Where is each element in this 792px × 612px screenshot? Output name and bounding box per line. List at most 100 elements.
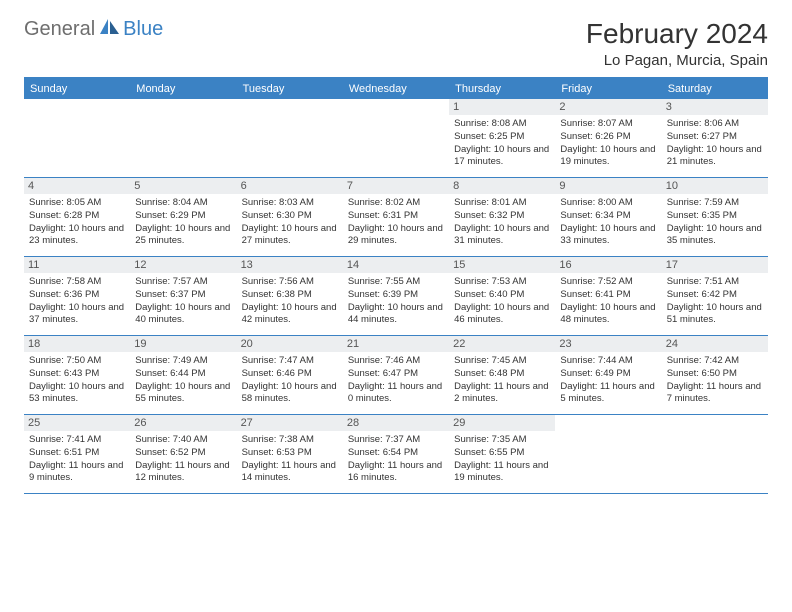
day-cell: 9Sunrise: 8:00 AMSunset: 6:34 PMDaylight… <box>555 178 661 256</box>
day-info: Sunrise: 7:57 AMSunset: 6:37 PMDaylight:… <box>135 276 231 327</box>
week-row: 11Sunrise: 7:58 AMSunset: 6:36 PMDayligh… <box>24 257 768 336</box>
day-info: Sunrise: 8:01 AMSunset: 6:32 PMDaylight:… <box>454 197 550 248</box>
day-cell: 16 Sunrise: 7:52 AMSunset: 6:41 PMDayligh… <box>555 257 661 335</box>
day-header: Monday <box>130 79 236 99</box>
day-info: Sunrise: 7:53 AMSunset: 6:40 PMDaylight:… <box>454 276 550 327</box>
day-info: Sunrise: 8:08 AMSunset: 6:25 PMDaylight:… <box>454 118 550 169</box>
day-info: Sunrise: 7:41 AMSunset: 6:51 PMDaylight:… <box>29 434 125 485</box>
day-info: Sunrise: 7:56 AMSunset: 6:38 PMDaylight:… <box>242 276 338 327</box>
day-number: 2 <box>555 99 661 115</box>
day-info: Sunrise: 7:51 AMSunset: 6:42 PMDaylight:… <box>667 276 763 327</box>
calendar: SundayMondayTuesdayWednesdayThursdayFrid… <box>24 77 768 494</box>
day-number: 20 <box>237 336 343 352</box>
day-header: Friday <box>555 79 661 99</box>
day-header: Saturday <box>662 79 768 99</box>
day-header-row: SundayMondayTuesdayWednesdayThursdayFrid… <box>24 79 768 99</box>
day-header: Wednesday <box>343 79 449 99</box>
day-info: Sunrise: 8:00 AMSunset: 6:34 PMDaylight:… <box>560 197 656 248</box>
empty-cell <box>555 415 661 493</box>
day-number: 16 <box>555 257 661 273</box>
day-number: 3 <box>662 99 768 115</box>
title-block: February 2024 Lo Pagan, Murcia, Spain <box>586 18 768 69</box>
day-cell: 10 Sunrise: 7:59 AMSunset: 6:35 PMDayligh… <box>662 178 768 256</box>
day-header: Sunday <box>24 79 130 99</box>
day-cell: 14 Sunrise: 7:55 AMSunset: 6:39 PMDayligh… <box>343 257 449 335</box>
empty-cell <box>24 99 130 177</box>
day-number: 26 <box>130 415 236 431</box>
day-info: Sunrise: 7:58 AMSunset: 6:36 PMDaylight:… <box>29 276 125 327</box>
month-title: February 2024 <box>586 18 768 50</box>
day-info: Sunrise: 7:55 AMSunset: 6:39 PMDaylight:… <box>348 276 444 327</box>
day-number: 1 <box>449 99 555 115</box>
logo-text-general: General <box>24 18 95 41</box>
day-info: Sunrise: 7:37 AMSunset: 6:54 PMDaylight:… <box>348 434 444 485</box>
day-number: 15 <box>449 257 555 273</box>
location: Lo Pagan, Murcia, Spain <box>586 52 768 69</box>
day-cell: 25 Sunrise: 7:41 AMSunset: 6:51 PMDayligh… <box>24 415 130 493</box>
day-number: 21 <box>343 336 449 352</box>
day-cell: 17Sunrise: 7:51 AMSunset: 6:42 PMDayligh… <box>662 257 768 335</box>
day-number: 27 <box>237 415 343 431</box>
day-cell: 6Sunrise: 8:03 AMSunset: 6:30 PMDaylight… <box>237 178 343 256</box>
day-cell: 2 Sunrise: 8:07 AMSunset: 6:26 PMDaylight… <box>555 99 661 177</box>
day-number: 22 <box>449 336 555 352</box>
day-number: 23 <box>555 336 661 352</box>
day-info: Sunrise: 8:02 AMSunset: 6:31 PMDaylight:… <box>348 197 444 248</box>
day-number: 7 <box>343 178 449 194</box>
day-info: Sunrise: 7:38 AMSunset: 6:53 PMDaylight:… <box>242 434 338 485</box>
day-number: 10 <box>662 178 768 194</box>
header: General Blue February 2024 Lo Pagan, Mur… <box>24 18 768 69</box>
empty-cell <box>343 99 449 177</box>
day-cell: 13 Sunrise: 7:56 AMSunset: 6:38 PMDayligh… <box>237 257 343 335</box>
week-row: 18 Sunrise: 7:50 AMSunset: 6:43 PMDayligh… <box>24 336 768 415</box>
day-info: Sunrise: 7:47 AMSunset: 6:46 PMDaylight:… <box>242 355 338 406</box>
day-info: Sunrise: 8:04 AMSunset: 6:29 PMDaylight:… <box>135 197 231 248</box>
day-cell: 1 Sunrise: 8:08 AMSunset: 6:25 PMDaylight… <box>449 99 555 177</box>
day-number: 24 <box>662 336 768 352</box>
day-info: Sunrise: 7:35 AMSunset: 6:55 PMDaylight:… <box>454 434 550 485</box>
day-cell: 4Sunrise: 8:05 AMSunset: 6:28 PMDaylight… <box>24 178 130 256</box>
day-number: 18 <box>24 336 130 352</box>
day-cell: 23Sunrise: 7:44 AMSunset: 6:49 PMDayligh… <box>555 336 661 414</box>
day-cell: 24 Sunrise: 7:42 AMSunset: 6:50 PMDayligh… <box>662 336 768 414</box>
day-number: 12 <box>130 257 236 273</box>
logo-text-blue: Blue <box>123 18 163 41</box>
day-number: 13 <box>237 257 343 273</box>
day-info: Sunrise: 7:52 AMSunset: 6:41 PMDaylight:… <box>560 276 656 327</box>
empty-cell <box>662 415 768 493</box>
day-cell: 15 Sunrise: 7:53 AMSunset: 6:40 PMDayligh… <box>449 257 555 335</box>
day-number: 25 <box>24 415 130 431</box>
day-cell: 27 Sunrise: 7:38 AMSunset: 6:53 PMDayligh… <box>237 415 343 493</box>
day-cell: 18 Sunrise: 7:50 AMSunset: 6:43 PMDayligh… <box>24 336 130 414</box>
day-info: Sunrise: 7:59 AMSunset: 6:35 PMDaylight:… <box>667 197 763 248</box>
week-row: 25 Sunrise: 7:41 AMSunset: 6:51 PMDayligh… <box>24 415 768 494</box>
day-info: Sunrise: 7:50 AMSunset: 6:43 PMDaylight:… <box>29 355 125 406</box>
day-cell: 29 Sunrise: 7:35 AMSunset: 6:55 PMDayligh… <box>449 415 555 493</box>
day-number: 28 <box>343 415 449 431</box>
day-cell: 26 Sunrise: 7:40 AMSunset: 6:52 PMDayligh… <box>130 415 236 493</box>
day-cell: 19 Sunrise: 7:49 AMSunset: 6:44 PMDayligh… <box>130 336 236 414</box>
day-info: Sunrise: 7:46 AMSunset: 6:47 PMDaylight:… <box>348 355 444 406</box>
day-cell: 20 Sunrise: 7:47 AMSunset: 6:46 PMDayligh… <box>237 336 343 414</box>
day-number: 5 <box>130 178 236 194</box>
day-info: Sunrise: 7:45 AMSunset: 6:48 PMDaylight:… <box>454 355 550 406</box>
day-header: Thursday <box>449 79 555 99</box>
day-cell: 11Sunrise: 7:58 AMSunset: 6:36 PMDayligh… <box>24 257 130 335</box>
day-info: Sunrise: 7:42 AMSunset: 6:50 PMDaylight:… <box>667 355 763 406</box>
day-number: 14 <box>343 257 449 273</box>
day-number: 19 <box>130 336 236 352</box>
day-info: Sunrise: 8:05 AMSunset: 6:28 PMDaylight:… <box>29 197 125 248</box>
day-number: 8 <box>449 178 555 194</box>
logo: General Blue <box>24 18 163 41</box>
day-number: 29 <box>449 415 555 431</box>
day-cell: 28 Sunrise: 7:37 AMSunset: 6:54 PMDayligh… <box>343 415 449 493</box>
day-cell: 7 Sunrise: 8:02 AMSunset: 6:31 PMDaylight… <box>343 178 449 256</box>
day-info: Sunrise: 7:40 AMSunset: 6:52 PMDaylight:… <box>135 434 231 485</box>
day-cell: 5 Sunrise: 8:04 AMSunset: 6:29 PMDaylight… <box>130 178 236 256</box>
day-cell: 22 Sunrise: 7:45 AMSunset: 6:48 PMDayligh… <box>449 336 555 414</box>
week-row: 4Sunrise: 8:05 AMSunset: 6:28 PMDaylight… <box>24 178 768 257</box>
day-info: Sunrise: 8:07 AMSunset: 6:26 PMDaylight:… <box>560 118 656 169</box>
day-number: 6 <box>237 178 343 194</box>
day-info: Sunrise: 8:06 AMSunset: 6:27 PMDaylight:… <box>667 118 763 169</box>
day-info: Sunrise: 7:49 AMSunset: 6:44 PMDaylight:… <box>135 355 231 406</box>
